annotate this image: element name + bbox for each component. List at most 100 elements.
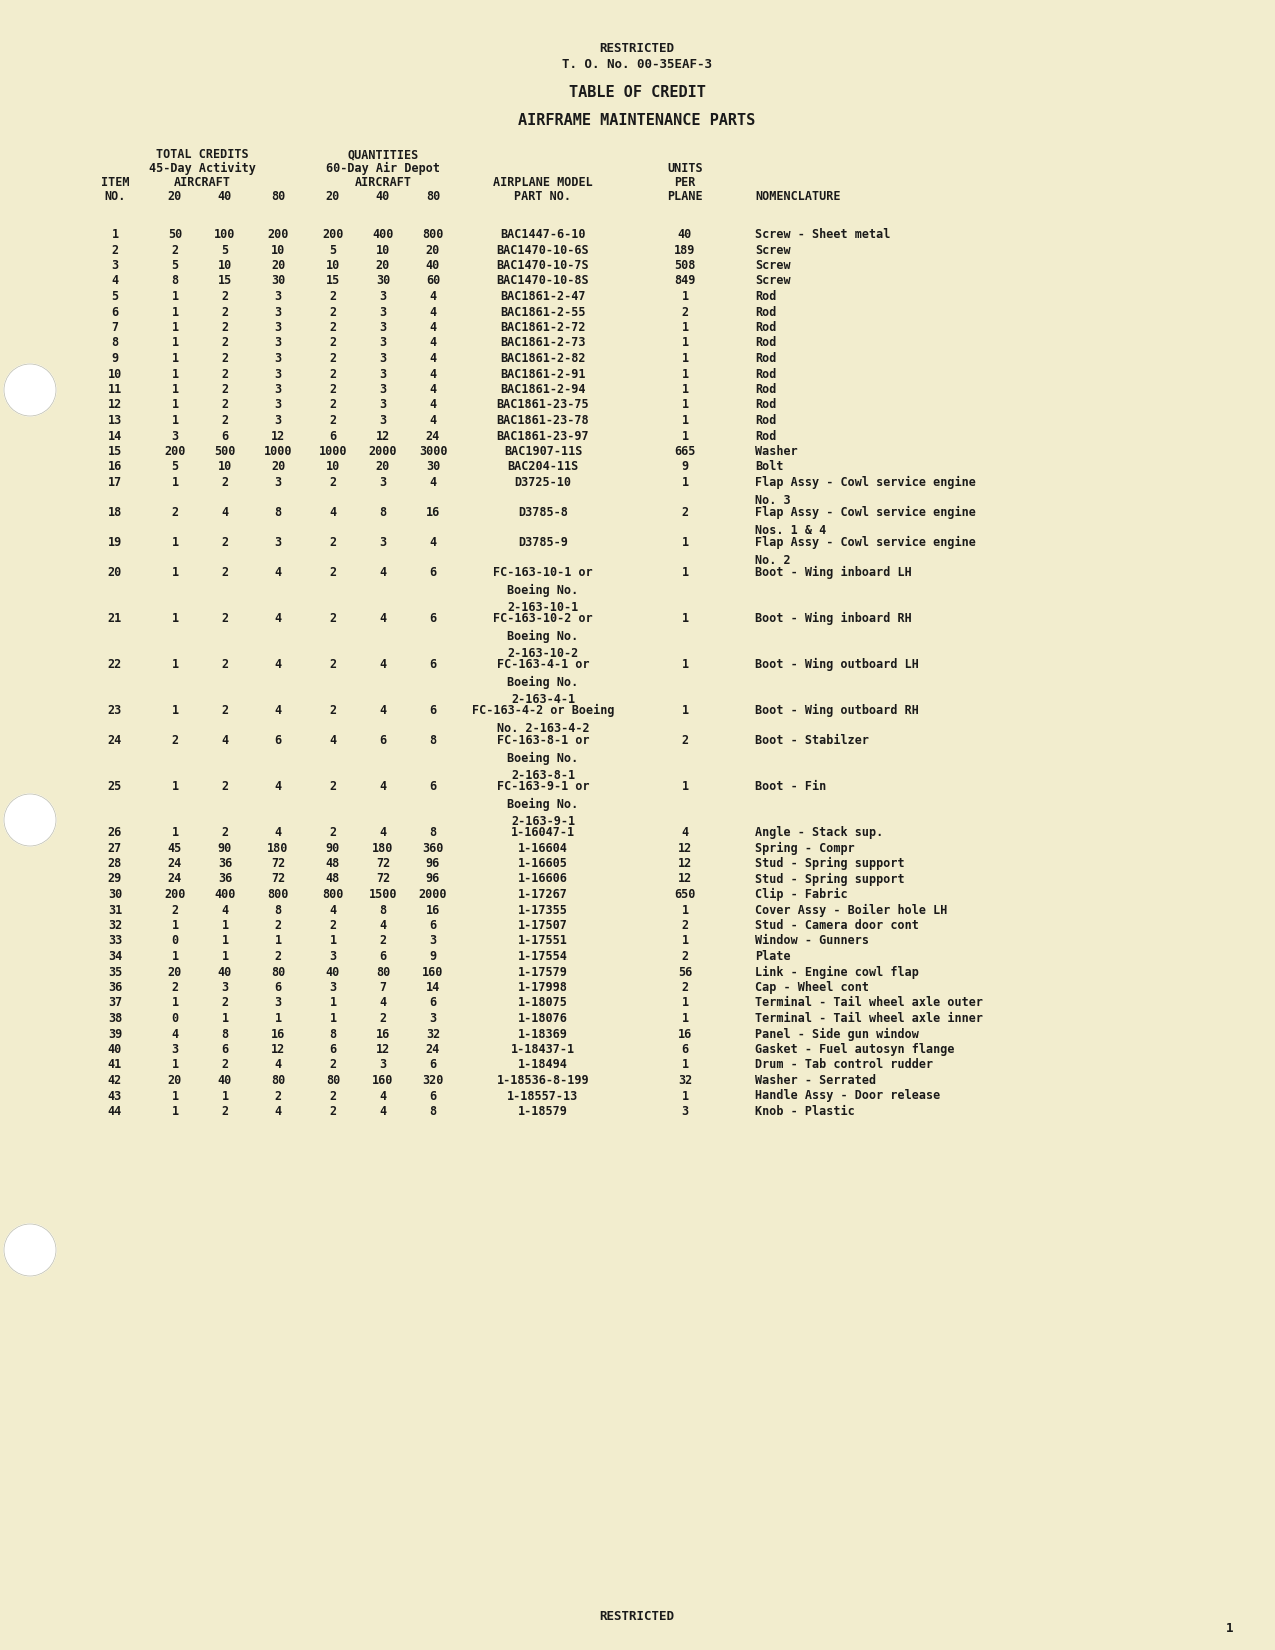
Text: 5: 5: [171, 259, 179, 272]
Text: 1: 1: [681, 780, 688, 794]
Text: 2: 2: [222, 337, 228, 350]
Text: 60-Day Air Depot: 60-Day Air Depot: [326, 162, 440, 175]
Text: 3: 3: [380, 351, 386, 365]
Text: 32: 32: [426, 1028, 440, 1041]
Text: 4: 4: [274, 1106, 282, 1119]
Text: 39: 39: [108, 1028, 122, 1041]
Text: 3: 3: [380, 1059, 386, 1071]
Text: 1-17998: 1-17998: [518, 982, 567, 993]
Text: 1: 1: [171, 290, 179, 304]
Text: 1000: 1000: [319, 446, 347, 459]
Text: Window - Gunners: Window - Gunners: [755, 934, 870, 947]
Text: 24: 24: [168, 873, 182, 886]
Text: 1: 1: [222, 1011, 228, 1025]
Text: 24: 24: [168, 856, 182, 870]
Text: 6: 6: [430, 1089, 436, 1102]
Text: 20: 20: [168, 190, 182, 203]
Text: 1: 1: [171, 322, 179, 333]
Text: 6: 6: [430, 1059, 436, 1071]
Text: 9: 9: [681, 460, 688, 474]
Text: 2: 2: [329, 322, 337, 333]
Text: 2: 2: [171, 982, 179, 993]
Text: 189: 189: [674, 244, 696, 256]
Text: 4: 4: [274, 827, 282, 838]
Text: 3: 3: [681, 1106, 688, 1119]
Text: 3: 3: [380, 475, 386, 488]
Text: 2: 2: [222, 1059, 228, 1071]
Text: 11: 11: [108, 383, 122, 396]
Text: 3: 3: [430, 1011, 436, 1025]
Text: 96: 96: [426, 856, 440, 870]
Text: 20: 20: [108, 566, 122, 579]
Text: Boot - Wing inboard LH: Boot - Wing inboard LH: [755, 566, 912, 579]
Text: Boot - Stabilzer: Boot - Stabilzer: [755, 734, 870, 747]
Text: 1: 1: [681, 566, 688, 579]
Text: 24: 24: [426, 1043, 440, 1056]
Text: 9: 9: [430, 950, 436, 964]
Text: 2: 2: [222, 612, 228, 625]
Text: 12: 12: [678, 856, 692, 870]
Text: 3: 3: [430, 934, 436, 947]
Text: 2: 2: [222, 368, 228, 381]
Text: 1: 1: [222, 934, 228, 947]
Text: 6: 6: [430, 780, 436, 794]
Text: Flap Assy - Cowl service engine
No. 2: Flap Assy - Cowl service engine No. 2: [755, 536, 975, 566]
Text: 1: 1: [681, 475, 688, 488]
Text: Terminal - Tail wheel axle outer: Terminal - Tail wheel axle outer: [755, 997, 983, 1010]
Text: 4: 4: [430, 351, 436, 365]
Text: 2: 2: [329, 827, 337, 838]
Text: Angle - Stack sup.: Angle - Stack sup.: [755, 827, 884, 838]
Text: 1-18075: 1-18075: [518, 997, 567, 1010]
Text: 1: 1: [171, 337, 179, 350]
Text: Flap Assy - Cowl service engine
No. 3: Flap Assy - Cowl service engine No. 3: [755, 475, 975, 507]
Text: 3: 3: [380, 368, 386, 381]
Text: 4: 4: [430, 322, 436, 333]
Text: 4: 4: [274, 1059, 282, 1071]
Text: 3: 3: [111, 259, 119, 272]
Text: Rod: Rod: [755, 429, 776, 442]
Text: 40: 40: [678, 228, 692, 241]
Text: 38: 38: [108, 1011, 122, 1025]
Text: 4: 4: [430, 290, 436, 304]
Text: 2: 2: [171, 904, 179, 916]
Text: 1: 1: [681, 399, 688, 411]
Text: 16: 16: [108, 460, 122, 474]
Text: Screw - Sheet metal: Screw - Sheet metal: [755, 228, 890, 241]
Text: 1: 1: [681, 337, 688, 350]
Text: 30: 30: [426, 460, 440, 474]
Text: 3: 3: [274, 383, 282, 396]
Text: 2: 2: [380, 1011, 386, 1025]
Text: 8: 8: [430, 827, 436, 838]
Text: 3: 3: [274, 536, 282, 549]
Text: 2: 2: [171, 507, 179, 520]
Text: 20: 20: [326, 190, 340, 203]
Text: 4: 4: [681, 827, 688, 838]
Text: 800: 800: [268, 888, 288, 901]
Text: 6: 6: [430, 612, 436, 625]
Text: 1: 1: [681, 383, 688, 396]
Text: 45: 45: [168, 842, 182, 855]
Text: 29: 29: [108, 873, 122, 886]
Text: Link - Engine cowl flap: Link - Engine cowl flap: [755, 965, 919, 978]
Text: 7: 7: [111, 322, 119, 333]
Text: 100: 100: [214, 228, 236, 241]
Text: 6: 6: [681, 1043, 688, 1056]
Text: Boot - Wing inboard RH: Boot - Wing inboard RH: [755, 612, 912, 625]
Text: 320: 320: [422, 1074, 444, 1087]
Text: 22: 22: [108, 658, 122, 672]
Text: 3: 3: [380, 322, 386, 333]
Text: 4: 4: [274, 705, 282, 718]
Text: 1-17579: 1-17579: [518, 965, 567, 978]
Text: 665: 665: [674, 446, 696, 459]
Text: 2: 2: [222, 705, 228, 718]
Text: 6: 6: [329, 1043, 337, 1056]
Text: 1: 1: [111, 228, 119, 241]
Text: 2: 2: [329, 658, 337, 672]
Text: 1: 1: [681, 934, 688, 947]
Text: 1-16606: 1-16606: [518, 873, 567, 886]
Text: BAC1861-23-75: BAC1861-23-75: [497, 399, 589, 411]
Text: 3: 3: [171, 429, 179, 442]
Text: 34: 34: [108, 950, 122, 964]
Text: Stud - Spring support: Stud - Spring support: [755, 873, 905, 886]
Text: 20: 20: [270, 259, 286, 272]
